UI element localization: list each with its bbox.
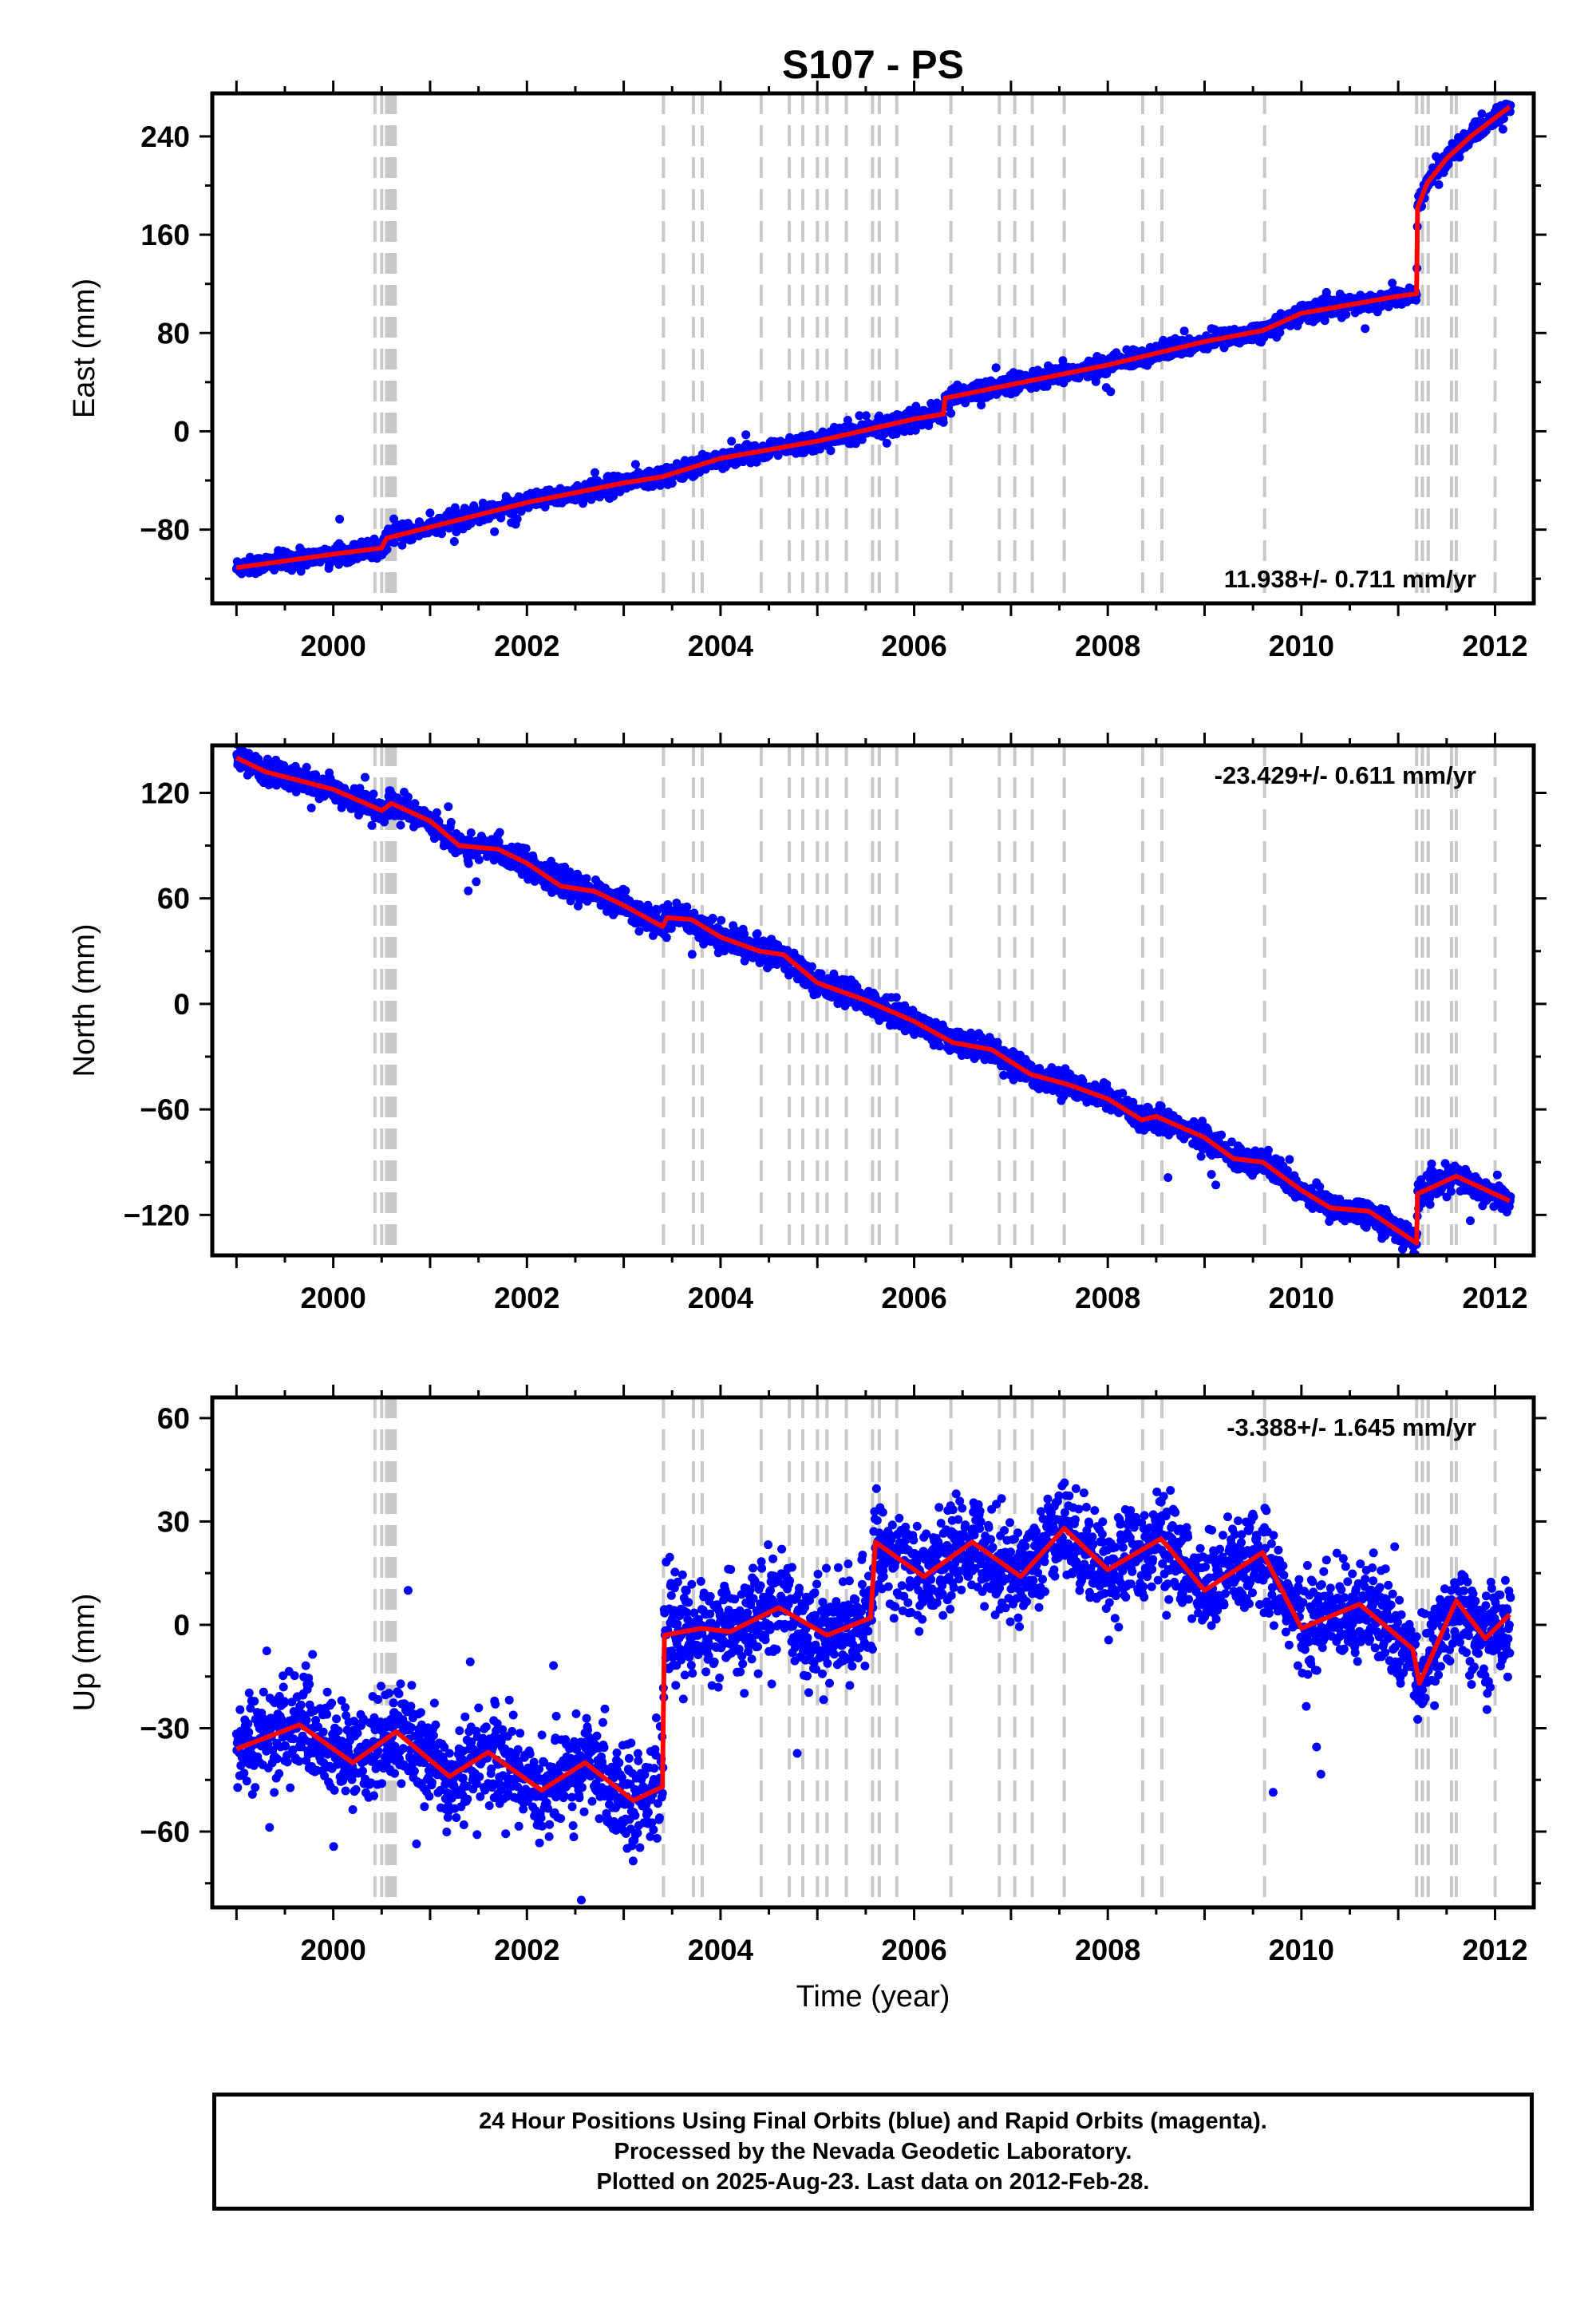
data-point bbox=[452, 528, 461, 536]
x-tick-label: 2010 bbox=[1269, 630, 1334, 662]
data-point bbox=[425, 508, 435, 518]
data-point bbox=[367, 820, 377, 830]
data-point bbox=[403, 792, 413, 802]
data-point bbox=[361, 773, 369, 782]
data-point bbox=[466, 828, 476, 837]
x-tick-label: 2000 bbox=[300, 630, 365, 662]
y-tick-label: 160 bbox=[140, 219, 190, 251]
data-point bbox=[882, 438, 891, 448]
data-point bbox=[1455, 152, 1464, 162]
data-point bbox=[1434, 180, 1444, 189]
plot-area bbox=[232, 745, 1515, 1255]
data-point bbox=[1388, 279, 1397, 288]
data-point bbox=[464, 859, 473, 868]
x-tick-label: 2002 bbox=[494, 630, 559, 662]
data-point bbox=[662, 933, 671, 943]
data-point bbox=[582, 874, 591, 883]
data-point bbox=[1106, 387, 1116, 397]
data-point bbox=[687, 950, 697, 959]
data-point bbox=[472, 877, 481, 887]
y-tick-label: 240 bbox=[140, 121, 190, 153]
data-point bbox=[306, 803, 316, 812]
data-point bbox=[708, 914, 717, 923]
data-point bbox=[753, 929, 762, 939]
data-point bbox=[1499, 114, 1508, 124]
x-tick-label: 2008 bbox=[1075, 630, 1140, 662]
data-point bbox=[396, 820, 405, 830]
data-point bbox=[1275, 328, 1285, 337]
data-point bbox=[609, 492, 618, 501]
data-point bbox=[1179, 326, 1189, 336]
data-point bbox=[495, 828, 504, 837]
data-point bbox=[432, 808, 441, 817]
data-point bbox=[1341, 310, 1351, 319]
data-point bbox=[1058, 356, 1068, 366]
data-point bbox=[382, 544, 392, 554]
data-point bbox=[464, 886, 473, 895]
plot-area bbox=[231, 93, 1515, 603]
data-point bbox=[335, 515, 345, 524]
data-point bbox=[380, 817, 389, 827]
data-point bbox=[521, 844, 531, 853]
data-point bbox=[843, 416, 852, 425]
data-point bbox=[911, 425, 920, 435]
data-point bbox=[946, 409, 956, 418]
data-point bbox=[591, 468, 599, 477]
data-point bbox=[808, 962, 816, 971]
data-point bbox=[1477, 109, 1487, 119]
data-point bbox=[938, 417, 948, 427]
data-point bbox=[540, 502, 550, 512]
x-tick-label: 2012 bbox=[1462, 630, 1527, 662]
data-point bbox=[826, 446, 836, 456]
rate-annotation: 11.938+/- 0.711 mm/yr bbox=[1224, 565, 1476, 593]
data-point bbox=[302, 762, 311, 772]
chart-title: S107 - PS bbox=[782, 42, 964, 87]
data-point bbox=[857, 435, 867, 445]
data-point bbox=[752, 457, 761, 467]
data-point bbox=[446, 817, 456, 827]
data-point bbox=[727, 437, 737, 446]
data-point bbox=[512, 514, 522, 524]
data-point bbox=[977, 401, 986, 409]
data-point bbox=[389, 514, 398, 524]
panel-frame bbox=[210, 91, 1536, 606]
data-point bbox=[667, 479, 677, 488]
data-point bbox=[932, 398, 942, 408]
data-point bbox=[741, 430, 751, 440]
data-point bbox=[1361, 324, 1370, 334]
y-tick-label: 0 bbox=[173, 415, 190, 448]
data-point bbox=[450, 503, 460, 512]
x-tick-label: 2004 bbox=[688, 630, 754, 662]
data-point bbox=[855, 411, 864, 421]
data-point bbox=[717, 915, 726, 925]
panel-north: 2000 2002 2004 2006 2008 2010 2012−120−6006012… bbox=[68, 733, 1547, 1314]
data-point bbox=[449, 537, 459, 546]
data-point bbox=[296, 567, 306, 576]
data-point bbox=[1032, 383, 1041, 392]
data-point bbox=[861, 411, 871, 421]
data-point bbox=[621, 886, 630, 895]
data-point bbox=[634, 927, 644, 936]
y-tick-label: −80 bbox=[140, 514, 190, 547]
data-point bbox=[254, 754, 263, 764]
y-axis-label: East (mm) bbox=[68, 279, 101, 418]
data-point bbox=[369, 789, 378, 799]
data-point bbox=[444, 802, 453, 812]
data-point bbox=[1498, 124, 1507, 134]
panel-east: 2000 2002 2004 2006 2008 2010 2012 −80 0 80 160 240… bbox=[68, 81, 1547, 662]
data-point bbox=[410, 799, 420, 808]
y-tick-label: 80 bbox=[157, 317, 190, 350]
data-point bbox=[490, 527, 500, 536]
data-point bbox=[1320, 316, 1329, 326]
model-line bbox=[235, 105, 1511, 571]
data-point bbox=[991, 363, 1001, 373]
data-point bbox=[682, 902, 692, 911]
data-point bbox=[474, 855, 484, 864]
data-point bbox=[630, 460, 640, 469]
x-tick-label: 2006 bbox=[881, 630, 946, 662]
